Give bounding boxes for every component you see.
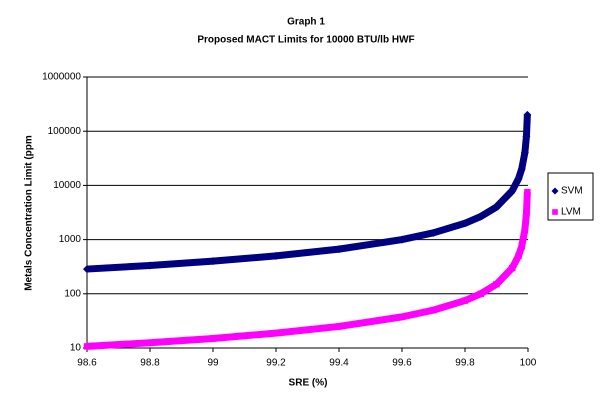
- data-point: [518, 243, 525, 250]
- y-axis-title: Metals Concentration Limit (ppm: [24, 135, 35, 291]
- legend-label: SVM: [561, 186, 583, 197]
- data-point: [523, 210, 530, 217]
- series-line: [86, 192, 531, 350]
- legend-marker: [551, 187, 559, 195]
- data-point: [477, 290, 484, 297]
- x-tick-label: 99: [207, 358, 219, 369]
- data-point: [493, 281, 500, 288]
- data-point: [521, 226, 529, 234]
- x-axis-title: SRE (%): [289, 378, 328, 389]
- legend-marker: [552, 209, 558, 215]
- data-point: [517, 165, 526, 174]
- data-point: [272, 329, 280, 337]
- data-point: [461, 297, 469, 304]
- data-point: [461, 219, 469, 228]
- x-tick-label: 98.8: [140, 358, 160, 369]
- x-tick-label: 99.2: [266, 358, 286, 369]
- chart-title: Graph 1: [287, 17, 325, 28]
- data-point: [522, 132, 531, 141]
- data-point: [476, 212, 485, 221]
- y-tick-label: 1000: [59, 234, 82, 245]
- data-point: [508, 186, 517, 195]
- data-point: [146, 261, 154, 270]
- data-point: [398, 235, 406, 244]
- x-tick-label: 99.4: [329, 358, 349, 369]
- data-point: [523, 110, 532, 119]
- data-point: [146, 339, 154, 346]
- series-line: [86, 114, 531, 273]
- data-point: [514, 174, 523, 183]
- x-tick-label: 100: [520, 358, 537, 369]
- y-tick-label: 1000000: [42, 72, 81, 83]
- data-point: [335, 245, 343, 254]
- y-tick-label: 100000: [48, 126, 82, 137]
- x-tick-label: 99.8: [455, 358, 475, 369]
- y-tick-label: 10: [70, 343, 82, 354]
- data-point: [515, 252, 522, 260]
- data-point: [429, 228, 438, 237]
- data-point: [83, 343, 91, 350]
- legend-label: LVM: [561, 207, 581, 218]
- data-point: [209, 257, 217, 266]
- data-point: [398, 313, 406, 321]
- chart-subtitle: Proposed MACT Limits for 10000 BTU/lb HW…: [197, 35, 414, 46]
- y-tick-label: 10000: [53, 180, 81, 191]
- data-point: [209, 335, 217, 342]
- data-point: [492, 202, 501, 211]
- y-tick-label: 100: [64, 288, 81, 299]
- data-point: [83, 265, 91, 274]
- data-point: [520, 148, 529, 157]
- data-point: [509, 264, 516, 272]
- x-tick-label: 99.6: [392, 358, 412, 369]
- data-point: [430, 306, 437, 314]
- data-point: [335, 323, 343, 330]
- data-point: [524, 188, 531, 196]
- x-tick-label: 98.6: [77, 358, 97, 369]
- data-point: [272, 251, 280, 260]
